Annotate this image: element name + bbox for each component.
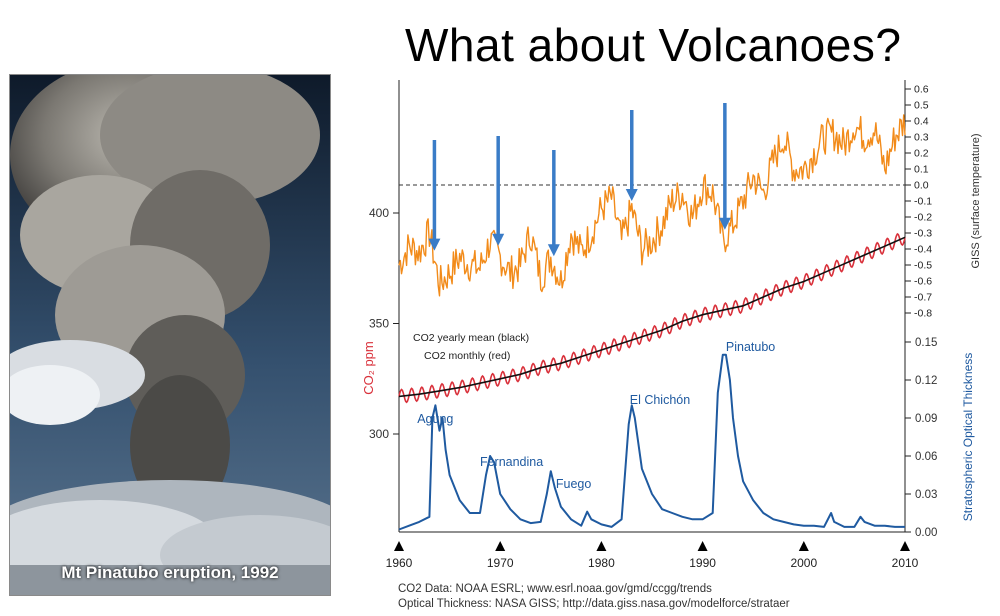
temperature-axis: 0.6 0.5 0.4 0.3 0.2 0.1 0.0 -0.1 -0.2 -0.3 -0.4 -0.… bbox=[905, 84, 982, 320]
x-axis-triangle-marker bbox=[697, 541, 708, 551]
pinatubo-photo: Mt Pinatubo eruption, 1992 bbox=[9, 74, 331, 596]
temperature-tick-label: -0.1 bbox=[914, 196, 932, 208]
volcano-arrow-head bbox=[625, 189, 638, 201]
temperature-axis-label: GISS (surface temperature) bbox=[970, 133, 982, 268]
temperature-tick-label: -0.4 bbox=[914, 244, 932, 256]
co2-axis: 300 350 400 CO₂ ppm bbox=[361, 206, 399, 441]
series-temperature-line bbox=[398, 114, 906, 297]
x-axis-triangle-marker bbox=[495, 541, 506, 551]
credit-line-optical: Optical Thickness: NASA GISS; http://dat… bbox=[398, 598, 790, 610]
optical-tick-label: 0.09 bbox=[915, 413, 937, 425]
volcano-label: El Chichón bbox=[630, 393, 690, 407]
temperature-tick-label: 0.3 bbox=[914, 132, 929, 144]
volcano-label: Fernandina bbox=[480, 455, 543, 469]
temperature-tick-label: -0.7 bbox=[914, 292, 932, 304]
temperature-tick-label: -0.2 bbox=[914, 212, 932, 224]
optical-tick-label: 0.12 bbox=[915, 375, 937, 387]
temperature-tick-label: 0.0 bbox=[914, 180, 929, 192]
x-axis-triangle-marker bbox=[900, 541, 910, 551]
x-axis-triangle-marker bbox=[798, 541, 809, 551]
volcano-arrow-head bbox=[428, 238, 441, 251]
x-axis-triangle-marker bbox=[394, 541, 404, 551]
x-tick-label: 1980 bbox=[588, 556, 615, 570]
chart-annotations: CO2 yearly mean (black) CO2 monthly (red)… bbox=[413, 332, 775, 491]
co2-axis-label: CO₂ ppm bbox=[361, 341, 376, 394]
temperature-tick-label: 0.2 bbox=[914, 148, 929, 160]
co2-tick-label: 400 bbox=[369, 206, 389, 220]
series-co2-yearly-line bbox=[398, 236, 906, 398]
temperature-tick-label: -0.6 bbox=[914, 276, 932, 288]
optical-tick-label: 0.00 bbox=[915, 527, 937, 539]
chart-frame bbox=[398, 80, 906, 533]
optical-axis: 0.00 0.03 0.06 0.09 0.12 0.15 Stratospheric Op… bbox=[905, 337, 975, 539]
series-optical-thickness-line bbox=[398, 353, 905, 531]
photo-caption: Mt Pinatubo eruption, 1992 bbox=[61, 563, 279, 582]
data-credits: CO2 Data: NOAA ESRL; www.esrl.noaa.gov/g… bbox=[398, 582, 790, 612]
volcano-arrow-head bbox=[547, 244, 560, 257]
x-tick-label: 1990 bbox=[689, 556, 716, 570]
optical-axis-label: Stratospheric Optical Thickness bbox=[961, 353, 975, 522]
temperature-tick-label: 0.4 bbox=[914, 116, 929, 128]
co2-tick-label: 300 bbox=[369, 427, 389, 441]
x-tick-label: 1960 bbox=[386, 556, 413, 570]
legend-text-monthly: CO2 monthly (red) bbox=[424, 350, 510, 362]
optical-tick-label: 0.06 bbox=[915, 451, 937, 463]
x-axis-triangle-marker bbox=[596, 541, 607, 551]
volcano-arrow-head bbox=[492, 233, 505, 246]
x-tick-label: 2010 bbox=[892, 556, 919, 570]
credit-line-co2: CO2 Data: NOAA ESRL; www.esrl.noaa.gov/g… bbox=[398, 583, 712, 595]
optical-tick-label: 0.15 bbox=[915, 337, 937, 349]
temperature-tick-label: -0.5 bbox=[914, 260, 932, 272]
temperature-tick-label: -0.8 bbox=[914, 308, 932, 320]
volcano-arrows bbox=[428, 103, 731, 257]
volcano-label: Pinatubo bbox=[726, 340, 775, 354]
volcano-label: Fuego bbox=[556, 477, 591, 491]
temperature-tick-label: 0.5 bbox=[914, 100, 929, 112]
optical-tick-label: 0.03 bbox=[915, 489, 937, 501]
volcano-chart: 0.6 0.5 0.4 0.3 0.2 0.1 0.0 -0.1 -0.2 -0.3 -0.4 -0.… bbox=[361, 80, 982, 570]
slide-title: What about Volcanoes? bbox=[405, 19, 902, 71]
co2-tick-label: 350 bbox=[369, 317, 389, 331]
temperature-tick-label: -0.3 bbox=[914, 228, 932, 240]
x-axis: 1960 1970 1980 1990 2000 2010 bbox=[386, 541, 919, 570]
legend-text-yearly: CO2 yearly mean (black) bbox=[413, 332, 529, 344]
volcano-arrow-head bbox=[718, 217, 731, 230]
x-tick-label: 1970 bbox=[487, 556, 514, 570]
x-tick-label: 2000 bbox=[790, 556, 817, 570]
volcano-label: Agung bbox=[417, 412, 453, 426]
eruption-image bbox=[10, 75, 330, 595]
temperature-tick-label: 0.1 bbox=[914, 164, 929, 176]
temperature-tick-label: 0.6 bbox=[914, 84, 929, 96]
chart-series bbox=[398, 114, 906, 531]
